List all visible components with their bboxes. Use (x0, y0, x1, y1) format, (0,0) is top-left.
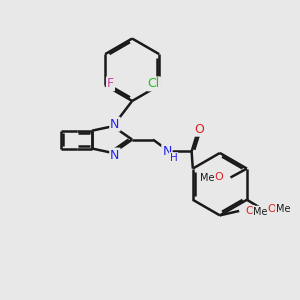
Text: O: O (268, 204, 277, 214)
Text: Me: Me (253, 206, 268, 217)
Text: N: N (162, 145, 172, 158)
Text: O: O (245, 206, 254, 216)
Text: Me: Me (276, 204, 290, 214)
Text: N: N (110, 148, 120, 162)
Text: Cl: Cl (148, 77, 160, 90)
Text: O: O (194, 123, 204, 136)
Text: Me: Me (200, 173, 214, 183)
Text: O: O (215, 172, 224, 182)
Text: F: F (107, 77, 114, 90)
Text: H: H (169, 153, 177, 163)
Text: N: N (110, 118, 120, 130)
